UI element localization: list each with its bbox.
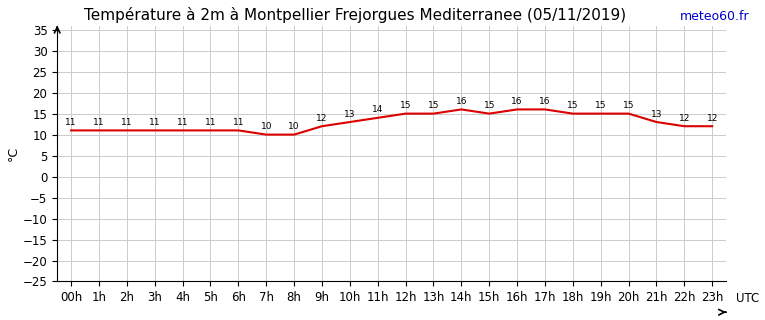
Text: 10: 10 [261, 122, 272, 131]
Text: 16: 16 [456, 97, 467, 106]
Text: 13: 13 [344, 110, 356, 119]
Text: 16: 16 [539, 97, 551, 106]
Text: 15: 15 [567, 101, 578, 110]
Text: 11: 11 [121, 118, 132, 127]
Text: UTC: UTC [736, 292, 759, 305]
Text: 15: 15 [483, 101, 495, 110]
Text: 13: 13 [651, 110, 662, 119]
Text: 16: 16 [511, 97, 522, 106]
Text: 10: 10 [288, 122, 300, 131]
Text: 15: 15 [623, 101, 634, 110]
Text: 11: 11 [93, 118, 105, 127]
Y-axis label: °C: °C [7, 146, 20, 161]
Text: 11: 11 [149, 118, 161, 127]
Text: 11: 11 [205, 118, 216, 127]
Text: 12: 12 [679, 114, 690, 123]
Text: 12: 12 [707, 114, 718, 123]
Text: Température à 2m à Montpellier Frejorgues Mediterranee (05/11/2019): Température à 2m à Montpellier Frejorgue… [84, 7, 626, 23]
Text: meteo60.fr: meteo60.fr [680, 10, 750, 23]
Text: 12: 12 [316, 114, 327, 123]
Text: 15: 15 [400, 101, 412, 110]
Text: 11: 11 [233, 118, 244, 127]
Text: 15: 15 [428, 101, 439, 110]
Text: 14: 14 [372, 106, 383, 115]
Text: 11: 11 [65, 118, 76, 127]
Text: 11: 11 [177, 118, 188, 127]
Text: 15: 15 [595, 101, 607, 110]
